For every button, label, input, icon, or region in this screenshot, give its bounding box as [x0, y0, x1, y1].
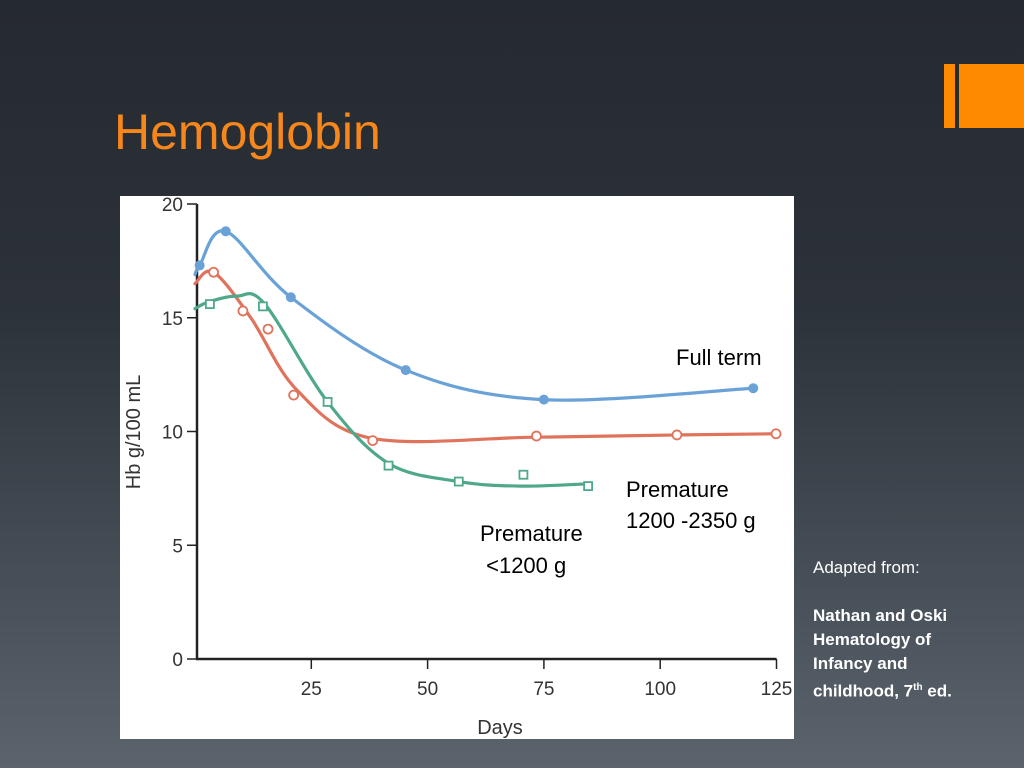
data-point — [237, 305, 249, 317]
data-point — [383, 460, 394, 471]
source-line-3: Infancy and — [813, 654, 908, 673]
y-tick-label: 5 — [172, 536, 183, 557]
data-point — [770, 428, 782, 440]
data-point — [400, 365, 411, 376]
data-point — [208, 266, 220, 278]
source-line-4-sup: th — [913, 682, 923, 693]
source-line-2: Hematology of — [813, 630, 932, 649]
axes — [187, 203, 778, 669]
data-point — [204, 299, 215, 310]
source-line-1: Nathan and Oski — [813, 606, 948, 625]
x-tick-label: 75 — [533, 679, 554, 700]
y-tick-label: 0 — [172, 650, 183, 671]
data-point — [258, 301, 268, 312]
data-point — [518, 469, 529, 480]
data-point — [288, 389, 300, 401]
y-tick-label: 15 — [162, 309, 183, 330]
data-point — [367, 435, 379, 447]
series-line-0 — [193, 229, 755, 402]
source-line-4-pre: childhood, 7 — [813, 681, 914, 701]
slide-title: Hemoglobin — [114, 104, 381, 160]
annotation-premature-small-2: <1200 g — [480, 553, 567, 578]
data-point — [748, 383, 759, 394]
annotation-premature-large-1: Premature — [626, 477, 729, 502]
annotation-premature-large-2: 1200 -2350 g — [626, 508, 756, 533]
data-point — [583, 481, 593, 492]
chart-area — [120, 196, 794, 739]
accent-bar-thin — [944, 64, 955, 128]
x-tick-label: 125 — [761, 679, 793, 700]
tick-labels: 0 5 10 15 20 25 50 75 100 125 — [162, 195, 792, 700]
x-tick-label: 100 — [644, 679, 676, 700]
x-axis-label: Days — [477, 717, 523, 739]
annotation-premature-small-1: Premature — [480, 521, 583, 546]
data-point — [671, 429, 683, 441]
data-point — [194, 260, 205, 271]
y-tick-label: 10 — [162, 423, 183, 444]
annotation-full-term: Full term — [676, 345, 762, 370]
data-point — [453, 476, 464, 487]
source-line-4: childhood, 7th ed. — [813, 676, 952, 704]
y-tick-label: 20 — [162, 195, 183, 216]
data-point — [531, 430, 542, 442]
source-citation: Adapted from: Nathan and Oski Hematology… — [813, 556, 952, 704]
data-point — [538, 394, 549, 405]
y-axis-label: Hb g/100 mL — [123, 375, 145, 490]
x-tick-label: 50 — [417, 679, 438, 700]
x-tick-label: 25 — [301, 679, 322, 700]
data-point — [220, 226, 231, 237]
data-point — [285, 292, 296, 303]
data-point — [262, 323, 274, 335]
source-intro: Adapted from: — [813, 558, 920, 577]
source-line-4-post: ed. — [922, 681, 952, 701]
data-point — [322, 397, 333, 407]
accent-bar-wide — [959, 64, 1024, 128]
series-markers — [194, 226, 782, 492]
